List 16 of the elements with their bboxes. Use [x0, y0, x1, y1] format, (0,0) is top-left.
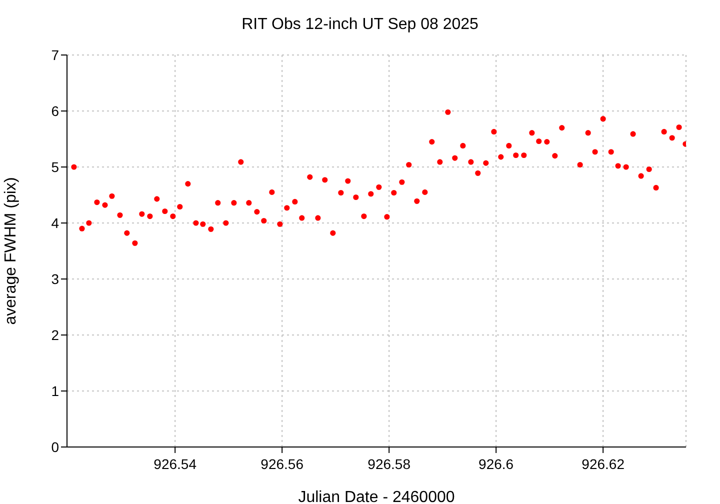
y-tick-label: 7: [51, 46, 60, 63]
x-tick-label: 926.6: [478, 456, 514, 472]
x-tick-label: 926.56: [260, 456, 304, 472]
x-axis-title: Julian Date - 2460000: [298, 489, 455, 504]
y-tick-label: 0: [51, 438, 60, 455]
y-tick-label: 2: [51, 326, 60, 343]
y-tick-label: 3: [51, 270, 60, 287]
chart-title: RIT Obs 12-inch UT Sep 08 2025: [240, 16, 480, 34]
y-tick-label: 1: [51, 382, 60, 399]
y-tick-label: 6: [51, 102, 60, 119]
x-tick-label: 926.54: [154, 456, 197, 472]
y-tick-label: 5: [51, 158, 60, 175]
x-tick-label: 926.58: [368, 456, 411, 472]
x-tick-label: 926.62: [582, 456, 625, 472]
y-axis-title: average FWHM (pix): [2, 177, 20, 325]
y-tick-label: 4: [51, 214, 60, 231]
